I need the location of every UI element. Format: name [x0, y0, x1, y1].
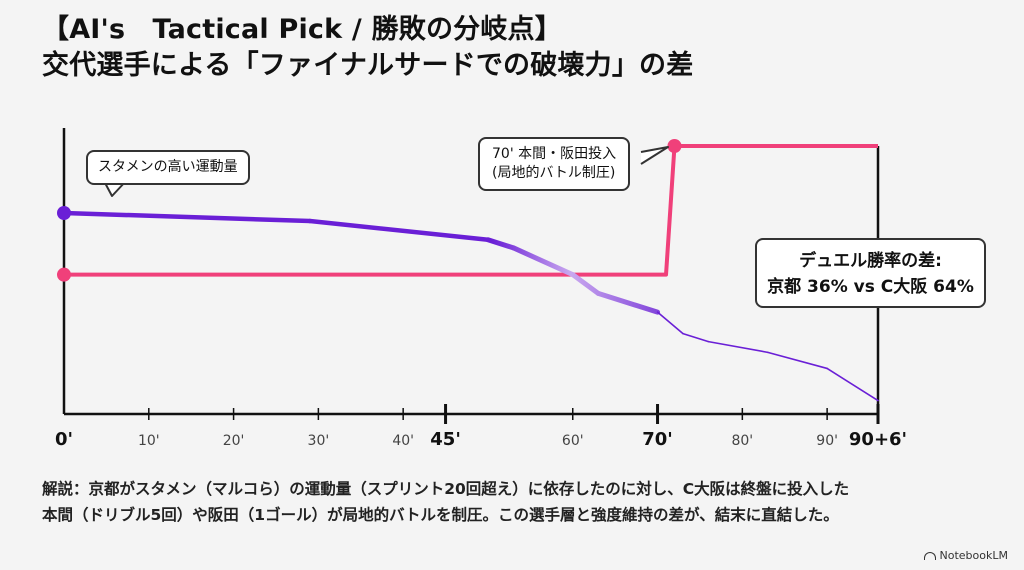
x-tick-label: 70' — [642, 429, 673, 450]
x-tick-label: 40' — [392, 433, 414, 449]
x-axis-ticks: 0' 10' 20' 30' 40' 45' 60' 70' 80' 90' 90+6' — [55, 404, 907, 450]
brand-watermark: NotebookLM — [923, 549, 1008, 562]
page-title: 【AI's Tactical Pick / 勝敗の分岐点】 交代選手による「ファ… — [42, 12, 693, 84]
notebooklm-logo-icon — [923, 551, 936, 560]
callout-subs-pointer — [640, 146, 669, 165]
series-segment-kyoto — [595, 290, 661, 315]
callout-subs-line-1: 70' 本間・阪田投入 — [492, 146, 617, 162]
x-tick-label: 60' — [562, 433, 584, 449]
duel-rate-box: デュエル勝率の差: 京都 36% vs C大阪 64% — [755, 238, 986, 308]
series-layer — [57, 139, 879, 402]
x-tick-label: 10' — [138, 433, 160, 449]
callout-substitutions: 70' 本間・阪田投入 (局地的バトル制圧) — [478, 137, 631, 191]
x-tick-label: 80' — [731, 433, 753, 449]
series-point-kyoto-start — [57, 206, 71, 220]
series-segment-kyoto — [485, 237, 516, 251]
x-tick-label: 45' — [430, 429, 461, 450]
description-line-2: 本間（ドリブル5回）や阪田（1ゴール）が局地的バトルを制圧。この選手層と強度維持… — [42, 506, 839, 524]
callout-subs-line-2: (局地的バトル制圧) — [492, 165, 616, 181]
duel-rate-values: 京都 36% vs C大阪 64% — [767, 277, 974, 297]
x-tick-label: 0' — [55, 429, 73, 450]
series-segment-kyoto — [707, 340, 769, 354]
callout-starters-text: スタメンの高い運動量 — [98, 159, 238, 175]
series-segment-kyoto — [570, 272, 601, 296]
title-line-2: 交代選手による「ファイナルサードでの破壊力」の差 — [42, 50, 694, 81]
callout-starters: スタメンの高い運動量 — [86, 150, 250, 185]
brand-label: NotebookLM — [939, 549, 1008, 562]
x-tick-label: 30' — [308, 433, 330, 449]
series-line-c-osaka — [64, 144, 878, 277]
series-point-c-osaka-start — [57, 267, 71, 282]
x-tick-label: 90' — [816, 433, 838, 449]
series-segment-kyoto — [656, 311, 684, 335]
series-segment-kyoto — [510, 245, 576, 278]
description-line-1: 解説：京都がスタメン（マルコら）の運動量（スプリント20回超え）に依存したのに対… — [42, 480, 850, 498]
series-segment-kyoto — [766, 351, 828, 370]
duel-rate-heading: デュエル勝率の差: — [799, 251, 942, 271]
series-segment-kyoto — [307, 218, 491, 243]
series-segment-kyoto — [61, 210, 313, 224]
description: 解説：京都がスタメン（マルコら）の運動量（スプリント20回超え）に依存したのに対… — [42, 476, 992, 528]
x-tick-label: 20' — [223, 433, 245, 449]
series-segment-kyoto — [682, 332, 710, 343]
x-tick-label: 90+6' — [849, 429, 907, 450]
series-segment-kyoto — [826, 367, 879, 402]
title-line-1: 【AI's Tactical Pick / 勝敗の分岐点】 — [42, 14, 562, 45]
series-point-c-osaka-sub — [667, 139, 682, 153]
